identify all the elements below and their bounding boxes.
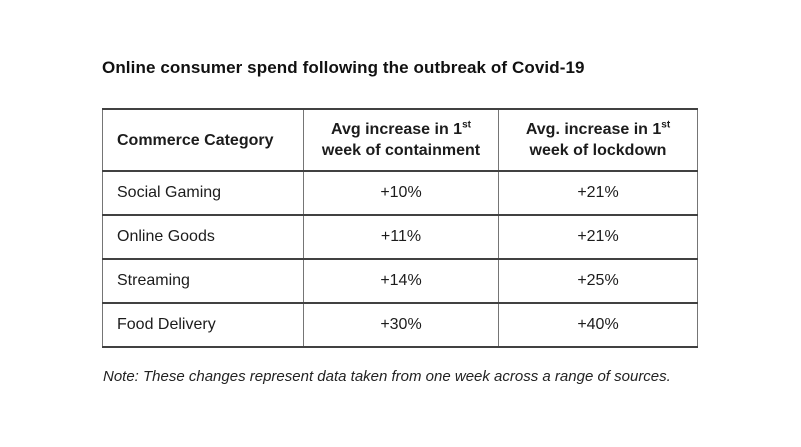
category-cell: Food Delivery [102, 302, 304, 348]
column-header-lockdown-line2: week of lockdown [529, 142, 667, 159]
lockdown-value-cell: +21% [498, 214, 698, 260]
column-header-lockdown-line1: Avg. increase in 1st [499, 119, 697, 140]
column-header-containment: Avg increase in 1st week of containment [303, 108, 499, 172]
superscript-st: st [661, 119, 671, 131]
footnote: Note: These changes represent data taken… [103, 368, 671, 385]
column-header-category: Commerce Category [102, 108, 304, 172]
figure-title: Online consumer spend following the outb… [102, 58, 585, 77]
table-row-streaming: Streaming +14% +25% [102, 258, 698, 304]
containment-value-cell: +30% [303, 302, 499, 348]
table-row-social-gaming: Social Gaming +10% +21% [102, 170, 698, 216]
table-header-row: Commerce Category Avg increase in 1st we… [102, 108, 698, 172]
lockdown-value-cell: +25% [498, 258, 698, 304]
containment-value-cell: +11% [303, 214, 499, 260]
category-cell: Social Gaming [102, 170, 304, 216]
column-header-lockdown: Avg. increase in 1st week of lockdown [498, 108, 698, 172]
column-header-containment-text: Avg increase in 1 [331, 121, 463, 138]
lockdown-value-cell: +21% [498, 170, 698, 216]
lockdown-value-cell: +40% [498, 302, 698, 348]
column-header-lockdown-text: Avg. increase in 1 [525, 121, 662, 138]
table-row-online-goods: Online Goods +11% +21% [102, 214, 698, 260]
table-row-food-delivery: Food Delivery +30% +40% [102, 302, 698, 348]
category-cell: Streaming [102, 258, 304, 304]
category-cell: Online Goods [102, 214, 304, 260]
superscript-st: st [462, 119, 471, 131]
column-header-containment-line1: Avg increase in 1st [304, 119, 498, 140]
consumer-spend-table: Commerce Category Avg increase in 1st we… [102, 108, 698, 348]
containment-value-cell: +14% [303, 258, 499, 304]
column-header-containment-line2: week of containment [321, 142, 481, 159]
containment-value-cell: +10% [303, 170, 499, 216]
